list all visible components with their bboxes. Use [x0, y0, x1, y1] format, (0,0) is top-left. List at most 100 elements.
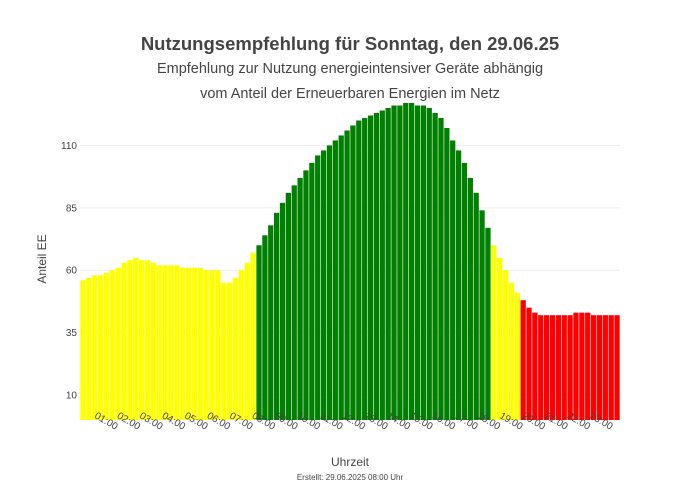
bar: [191, 267, 198, 420]
y-tick-label: 10: [66, 391, 78, 402]
bar: [115, 267, 121, 420]
y-tick-labels: 10 35 60 85 110: [61, 141, 77, 402]
bar: [109, 270, 115, 420]
bar: [338, 135, 344, 420]
bar: [244, 262, 250, 420]
bar: [227, 282, 233, 420]
bar: [162, 265, 168, 420]
bar: [203, 270, 209, 420]
bar: [350, 125, 356, 420]
bar: [279, 202, 286, 420]
bar: [602, 315, 608, 420]
bar: [502, 270, 509, 420]
bar: [532, 312, 538, 420]
bars: [80, 103, 620, 421]
bar: [608, 315, 614, 420]
bar: [133, 257, 139, 420]
bar: [315, 155, 321, 421]
bar: [391, 105, 397, 420]
bar: [409, 103, 415, 420]
bar: [508, 282, 515, 420]
bar: [139, 260, 145, 420]
bar: [555, 315, 561, 420]
bar: [174, 265, 180, 420]
bar: [461, 162, 468, 420]
bar: [585, 312, 591, 420]
bar: [285, 192, 291, 420]
bar: [256, 245, 262, 420]
bar: [373, 112, 380, 421]
bar: [426, 108, 432, 420]
bar: [144, 260, 151, 420]
bar: [526, 307, 532, 420]
y-axis-title: Anteil EE: [35, 234, 49, 283]
bar: [473, 192, 479, 420]
bar: [379, 110, 385, 420]
bar: [121, 262, 127, 420]
y-tick-label: 60: [66, 266, 78, 277]
bar: [309, 162, 315, 420]
bar: [385, 108, 391, 420]
bar: [209, 270, 215, 420]
bar: [291, 185, 297, 420]
y-tick-label: 35: [66, 328, 78, 339]
chart-subtitle-line-2: vom Anteil der Erneuerbaren Energien im …: [200, 86, 500, 102]
bar: [103, 272, 110, 420]
bar: [414, 105, 421, 420]
bar: [326, 145, 333, 420]
bar: [485, 227, 491, 420]
bar: [221, 282, 227, 420]
chart-subtitle-line-1: Empfehlung zur Nutzung energieintensiver…: [156, 61, 544, 77]
bar: [479, 210, 485, 420]
bar: [344, 130, 350, 420]
bar: [514, 292, 520, 420]
bar: [156, 265, 162, 420]
bar: [92, 275, 98, 420]
bar: [467, 177, 473, 420]
bar: [573, 312, 579, 420]
created-timestamp: Erstellt: 29.06.2025 08:00 Uhr: [296, 473, 404, 482]
bar: [432, 112, 438, 421]
bar: [455, 150, 462, 420]
y-tick-label: 110: [61, 141, 77, 152]
bar: [450, 140, 456, 420]
bar: [215, 270, 221, 420]
bar: [538, 315, 544, 420]
bar: [561, 315, 567, 420]
bar: [403, 103, 409, 420]
bar: [332, 140, 338, 420]
bar: [362, 117, 368, 420]
bar: [497, 257, 503, 420]
bar: [238, 270, 245, 420]
bar: [420, 105, 426, 420]
bar: [127, 260, 133, 420]
bar: [549, 315, 556, 420]
bar: [520, 300, 526, 420]
bar: [590, 315, 597, 420]
bar: [168, 265, 174, 420]
bar: [262, 235, 268, 420]
bar: [268, 225, 274, 420]
bar: [367, 115, 374, 421]
bar: [97, 275, 104, 420]
bar: [614, 315, 620, 420]
bar: [444, 127, 450, 420]
chart-title: Nutzungsempfehlung für Sonntag, den 29.0…: [140, 33, 560, 54]
bar: [596, 315, 603, 420]
bar: [80, 280, 86, 420]
bar: [185, 267, 192, 420]
bar: [356, 120, 362, 420]
bar: [180, 267, 186, 420]
bar: [197, 267, 203, 420]
bar: [438, 117, 444, 420]
bar: [303, 170, 309, 420]
bar: [320, 150, 327, 420]
bar: [250, 252, 256, 420]
y-tick-label: 85: [66, 203, 78, 214]
x-axis-title: Uhrzeit: [331, 455, 370, 469]
bar: [297, 177, 303, 420]
bar: [567, 315, 573, 420]
bar: [544, 315, 550, 420]
bar: [150, 262, 156, 420]
